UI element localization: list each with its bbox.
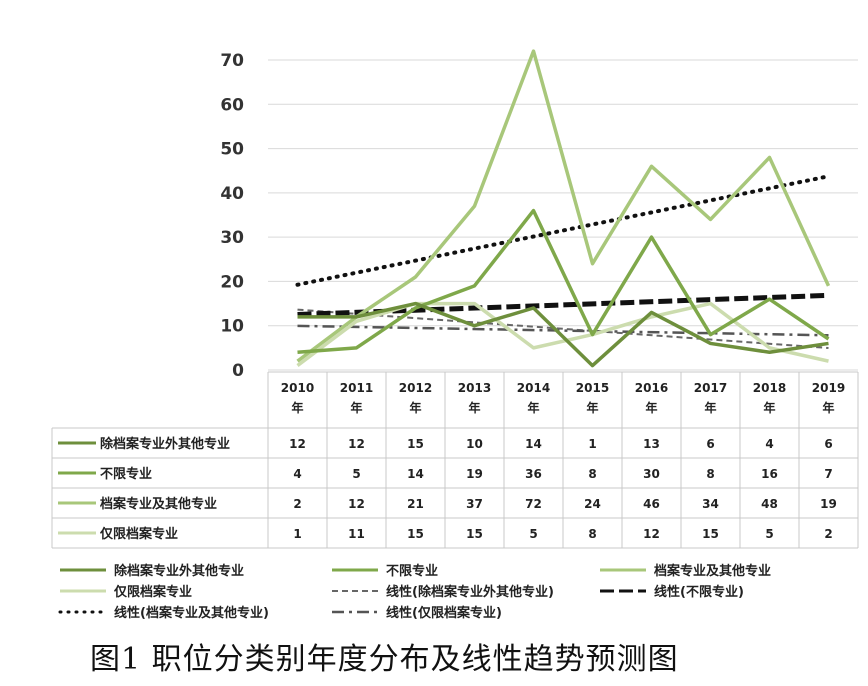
legend-label: 不限专业 <box>386 563 438 579</box>
data-label: 15 <box>407 437 424 451</box>
x-tick-label: 2012 <box>399 381 432 395</box>
data-label: 6 <box>824 437 832 451</box>
y-tick-label: 20 <box>220 272 244 292</box>
data-label: 10 <box>466 437 483 451</box>
y-tick-label: 10 <box>220 317 244 337</box>
x-tick-label: 2018 <box>753 381 786 395</box>
x-tick-label: 年 <box>645 400 657 415</box>
x-tick-label: 2019 <box>812 381 845 395</box>
row-label: 档案专业及其他专业 <box>100 496 217 512</box>
y-tick-label: 60 <box>220 95 244 115</box>
data-label: 19 <box>820 497 837 511</box>
data-label: 7 <box>824 467 832 481</box>
data-label: 5 <box>529 527 537 541</box>
legend-label: 档案专业及其他专业 <box>654 563 771 579</box>
data-label: 36 <box>525 467 542 481</box>
figure-caption: 图1 职位分类别年度分布及线性趋势预测图 <box>90 642 679 677</box>
data-label: 30 <box>643 467 660 481</box>
legend-label: 除档案专业外其他专业 <box>114 563 244 579</box>
data-label: 8 <box>588 467 596 481</box>
data-label: 14 <box>407 467 424 481</box>
y-tick-label: 70 <box>220 51 244 71</box>
data-label: 8 <box>588 527 596 541</box>
data-label: 12 <box>643 527 660 541</box>
data-label: 14 <box>525 437 542 451</box>
data-label: 12 <box>289 437 306 451</box>
data-label: 11 <box>348 527 365 541</box>
series-line <box>296 301 829 367</box>
data-label: 8 <box>706 467 714 481</box>
x-tick-label: 2016 <box>635 381 668 395</box>
data-label: 13 <box>643 437 660 451</box>
data-label: 2 <box>293 497 301 511</box>
row-label: 不限专业 <box>100 466 152 482</box>
row-label: 仅限档案专业 <box>99 526 178 542</box>
line-chart-svg: 0 10 20 30 40 50 60 70 2010 年 2011 年 2012 年 2013 年 2014 年… <box>51 49 859 621</box>
x-tick-label: 2015 <box>576 381 609 395</box>
data-label: 12 <box>348 437 365 451</box>
data-label: 21 <box>407 497 424 511</box>
y-tick-label: 40 <box>220 184 244 204</box>
y-tick-label: 50 <box>220 140 244 160</box>
y-tick-label: 30 <box>220 228 244 248</box>
x-tick-label: 2011 <box>340 381 373 395</box>
series-line <box>297 301 829 368</box>
data-label: 6 <box>706 437 714 451</box>
x-tick-label: 2014 <box>517 381 550 395</box>
legend-label: 线性(除档案专业外其他专业) <box>386 584 554 600</box>
x-tick-label: 年 <box>527 400 539 415</box>
data-label: 1 <box>588 437 596 451</box>
x-tick-label: 年 <box>468 400 480 415</box>
data-label: 72 <box>525 497 542 511</box>
data-label: 46 <box>643 497 660 511</box>
data-label: 15 <box>702 527 719 541</box>
series-line <box>296 49 831 363</box>
x-tick-label: 2010 <box>281 381 314 395</box>
data-label: 4 <box>765 437 773 451</box>
y-tick-label: 0 <box>232 361 244 381</box>
data-label: 2 <box>824 527 832 541</box>
row-label: 除档案专业外其他专业 <box>100 436 230 452</box>
x-tick-label: 年 <box>409 400 421 415</box>
trendline <box>297 324 829 337</box>
x-tick-label: 2017 <box>694 381 727 395</box>
x-tick-label: 年 <box>704 400 716 415</box>
x-tick-label: 年 <box>822 400 834 415</box>
trendline <box>297 308 829 350</box>
x-tick-label: 年 <box>350 400 362 415</box>
data-label: 4 <box>293 467 301 481</box>
data-label: 1 <box>293 527 301 541</box>
x-tick-label: 年 <box>586 400 598 415</box>
legend-label: 线性(档案专业及其他专业) <box>114 605 269 621</box>
data-label: 16 <box>761 467 778 481</box>
data-label: 5 <box>765 527 773 541</box>
data-label: 15 <box>466 527 483 541</box>
data-label: 37 <box>466 497 483 511</box>
legend-label: 线性(仅限档案专业) <box>386 605 502 621</box>
data-label: 24 <box>584 497 601 511</box>
x-tick-label: 2013 <box>458 381 491 395</box>
data-label: 15 <box>407 527 424 541</box>
trendline <box>295 174 831 287</box>
x-tick-label: 年 <box>291 400 303 415</box>
data-label: 19 <box>466 467 483 481</box>
series-line <box>297 208 830 355</box>
data-label: 12 <box>348 497 365 511</box>
data-label: 5 <box>352 467 360 481</box>
legend-label: 仅限档案专业 <box>113 584 192 600</box>
data-label: 48 <box>761 497 778 511</box>
x-tick-label: 年 <box>763 400 775 415</box>
legend-label: 线性(不限专业) <box>654 584 744 600</box>
data-label: 34 <box>702 497 719 511</box>
